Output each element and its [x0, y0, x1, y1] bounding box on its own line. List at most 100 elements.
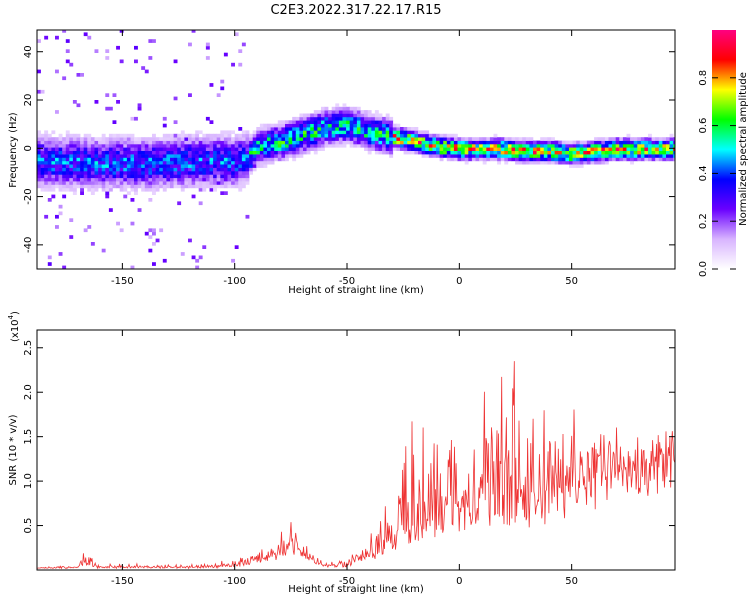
spectrogram-cell	[389, 150, 394, 155]
spectrogram-cell	[94, 157, 99, 162]
spectrogram-cell	[367, 123, 372, 128]
spectrogram-cell	[126, 177, 131, 182]
spectrogram-cell	[328, 140, 332, 145]
spectrogram-cell	[637, 143, 642, 148]
spectrogram-cell	[152, 181, 156, 185]
spectrogram-cell	[65, 171, 70, 175]
spectrogram-cell	[137, 150, 142, 155]
spectrogram-cell	[410, 130, 415, 135]
spectrogram-cell	[360, 110, 365, 114]
spectrogram-cell	[569, 150, 573, 155]
spectrogram-cell	[346, 130, 350, 135]
spectrogram-cell	[202, 177, 207, 182]
spectrogram-cell	[655, 150, 660, 155]
spectrogram-cell	[615, 154, 620, 158]
spectrogram-cell	[162, 116, 167, 121]
spectrogram-cell	[44, 181, 49, 185]
spectrogram-cell	[403, 133, 408, 138]
spectrogram-cell	[123, 160, 128, 165]
spectrogram-cell	[324, 143, 329, 148]
spectrogram-cell	[191, 181, 196, 185]
colorbar-tick-label: 0.0	[698, 261, 709, 277]
spectrogram-cell	[324, 140, 329, 145]
spectrogram-cell	[353, 127, 358, 131]
spectrogram-cell	[62, 164, 67, 168]
spectrogram-cell	[37, 167, 41, 172]
spectrogram-cell	[303, 127, 307, 131]
spectrogram-cell	[335, 137, 340, 141]
spectrogram-cell	[533, 150, 537, 155]
spectrogram-cell	[119, 137, 124, 141]
spectrogram-cell	[655, 140, 660, 145]
spectrogram-cell	[360, 140, 365, 145]
spectrogram-cell	[241, 184, 246, 189]
spectrogram-cell	[364, 123, 368, 128]
spectrogram-cell	[482, 150, 487, 155]
spectrogram-cell	[55, 35, 59, 40]
spectrogram-cell	[159, 150, 164, 155]
spectrogram-cell	[321, 110, 325, 114]
spectrogram-cell	[37, 184, 41, 189]
spectrogram-cell	[619, 150, 624, 155]
spectrogram-cell	[270, 157, 275, 162]
spectrogram-cell	[367, 133, 372, 138]
spectrogram-cell	[367, 113, 372, 118]
spectrogram-cell	[245, 133, 250, 138]
spectrogram-cell	[87, 164, 92, 168]
spectrogram-cell	[299, 150, 304, 155]
spectrogram-cell	[299, 143, 304, 148]
spectrogram-cell	[364, 120, 368, 124]
spectrogram-cell	[414, 143, 419, 148]
spectrogram-cell	[597, 143, 602, 148]
spectrogram-cell	[241, 147, 246, 151]
spectrogram-cell	[238, 167, 243, 172]
spectrogram-cell	[213, 174, 217, 179]
spectrogram-cell	[637, 154, 642, 158]
spectrogram-cell	[44, 137, 49, 141]
spectrogram-cell	[173, 137, 178, 141]
spectrogram-cell	[500, 154, 505, 158]
spectrogram-cell	[497, 140, 501, 145]
spectrogram-cell	[130, 177, 135, 182]
spectrogram-cell	[119, 167, 124, 172]
spectrogram-cell	[630, 140, 634, 145]
spectrogram-cell	[65, 174, 70, 179]
spectrogram-cell	[561, 143, 566, 148]
spectrogram-cell	[558, 157, 563, 162]
spectrogram-cell	[72, 157, 77, 162]
spectrogram-cell	[220, 154, 225, 158]
spectrogram-cell	[144, 174, 149, 179]
spectrogram-cell	[112, 164, 117, 168]
spectrogram-cell	[267, 147, 271, 151]
spectrogram-cell	[288, 147, 293, 151]
spectrogram-cell	[40, 154, 45, 158]
spectrogram-cell	[418, 130, 422, 135]
spectrogram-cell	[137, 160, 142, 165]
spectrogram-cell	[285, 140, 289, 145]
spectrogram-cell	[479, 150, 483, 155]
spectrogram-cell	[162, 160, 167, 165]
spectrogram-cell	[98, 154, 102, 158]
spectrogram-cell	[162, 184, 167, 189]
spectrogram-cell	[374, 123, 379, 128]
spectrogram-cell	[173, 147, 178, 151]
spectrogram-cell	[446, 154, 451, 158]
spectrogram-cell	[173, 120, 178, 124]
spectrogram-cell	[594, 150, 598, 155]
spectrogram-cell	[612, 147, 616, 151]
spectrogram-cell	[457, 140, 462, 145]
spectrogram-cell	[166, 184, 171, 189]
snr-x-tick-label: -50	[339, 576, 355, 587]
spectrogram-cell	[475, 147, 480, 151]
spectrogram-cell	[173, 96, 178, 101]
spectrogram-cell	[392, 137, 397, 141]
spectrogram-cell	[389, 137, 394, 141]
spectrogram-cell	[385, 143, 390, 148]
spectrogram-cell	[292, 154, 297, 158]
spectrogram-cell	[234, 184, 239, 189]
spectrogram-cell	[324, 113, 329, 118]
spectrogram-cell	[137, 171, 142, 175]
spectrogram-cell	[72, 133, 77, 138]
spectrogram-cell	[105, 147, 110, 151]
spectrogram-cell	[234, 143, 239, 148]
